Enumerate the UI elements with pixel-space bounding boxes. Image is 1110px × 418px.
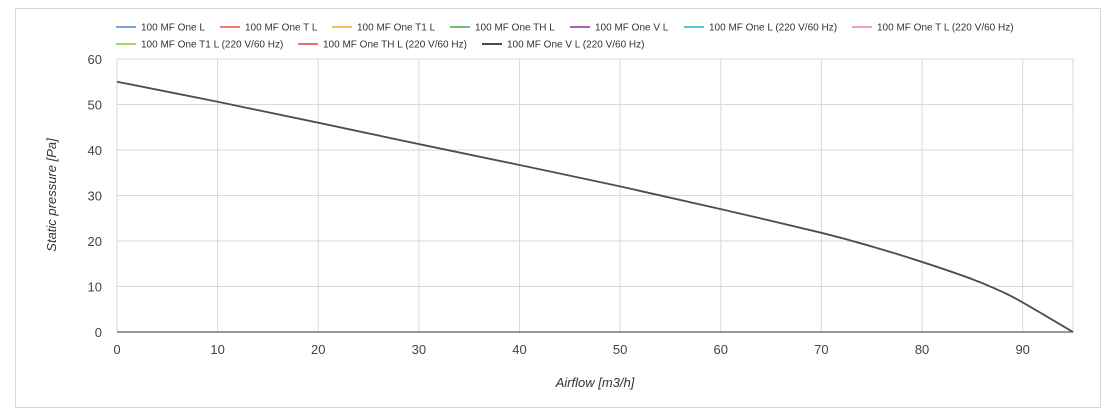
y-tick-label: 40 (88, 143, 102, 158)
series-line (116, 80, 1074, 333)
legend-label: 100 MF One L (141, 23, 205, 34)
series-line (116, 80, 1074, 333)
y-tick-label: 30 (88, 189, 102, 204)
legend[interactable]: 100 MF One L 100 MF One T L 100 MF One T1 … (116, 23, 1014, 51)
legend-label: 100 MF One T L (245, 23, 318, 34)
x-tick-label: 10 (210, 342, 224, 357)
y-axis-ticks: 0 10 20 30 40 50 60 (88, 52, 102, 340)
legend-item[interactable]: 100 MF One T1 L (220 V/60 Hz) (116, 40, 283, 51)
series-line (116, 80, 1074, 333)
y-axis-title: Static pressure [Pa] (44, 138, 59, 252)
legend-item[interactable]: 100 MF One L (116, 23, 205, 34)
series-line (116, 80, 1074, 333)
x-tick-label: 50 (613, 342, 627, 357)
y-tick-label: 10 (88, 280, 102, 295)
x-axis-ticks: 0 10 20 30 40 50 60 70 80 90 (113, 342, 1030, 357)
legend-label: 100 MF One TH L (475, 23, 555, 34)
x-tick-label: 40 (512, 342, 526, 357)
x-tick-label: 60 (714, 342, 728, 357)
series-line (116, 80, 1074, 333)
series-line (116, 80, 1074, 333)
legend-label: 100 MF One T L (220 V/60 Hz) (877, 23, 1014, 34)
y-tick-label: 0 (95, 325, 102, 340)
legend-item[interactable]: 100 MF One TH L (450, 23, 555, 34)
y-tick-label: 20 (88, 234, 102, 249)
legend-item[interactable]: 100 MF One T L (220, 23, 318, 34)
legend-label: 100 MF One TH L (220 V/60 Hz) (323, 40, 467, 51)
x-tick-label: 90 (1015, 342, 1029, 357)
legend-label: 100 MF One L (220 V/60 Hz) (709, 23, 837, 34)
legend-item[interactable]: 100 MF One T L (220 V/60 Hz) (852, 23, 1014, 34)
legend-item[interactable]: 100 MF One V L (220 V/60 Hz) (482, 40, 644, 51)
legend-label: 100 MF One T1 L (220 V/60 Hz) (141, 40, 283, 51)
legend-label: 100 MF One V L (595, 23, 669, 34)
x-tick-label: 20 (311, 342, 325, 357)
legend-item[interactable]: 100 MF One L (220 V/60 Hz) (684, 23, 837, 34)
legend-label: 100 MF One V L (220 V/60 Hz) (507, 40, 644, 51)
legend-item[interactable]: 100 MF One V L (570, 23, 669, 34)
legend-item[interactable]: 100 MF One TH L (220 V/60 Hz) (298, 40, 467, 51)
series-lines (116, 80, 1074, 333)
x-tick-label: 0 (113, 342, 120, 357)
legend-label: 100 MF One T1 L (357, 23, 436, 34)
series-line (116, 80, 1074, 333)
x-tick-label: 80 (915, 342, 929, 357)
series-line (116, 80, 1074, 333)
chart-frame (15, 8, 1101, 408)
x-axis-title: Airflow [m3/h] (555, 375, 635, 390)
series-line (116, 80, 1074, 333)
y-tick-label: 60 (88, 52, 102, 67)
x-tick-label: 70 (814, 342, 828, 357)
series-line (116, 80, 1074, 333)
y-tick-label: 50 (88, 98, 102, 113)
grid (116, 58, 1074, 333)
x-tick-label: 30 (412, 342, 426, 357)
legend-item[interactable]: 100 MF One T1 L (332, 23, 436, 34)
